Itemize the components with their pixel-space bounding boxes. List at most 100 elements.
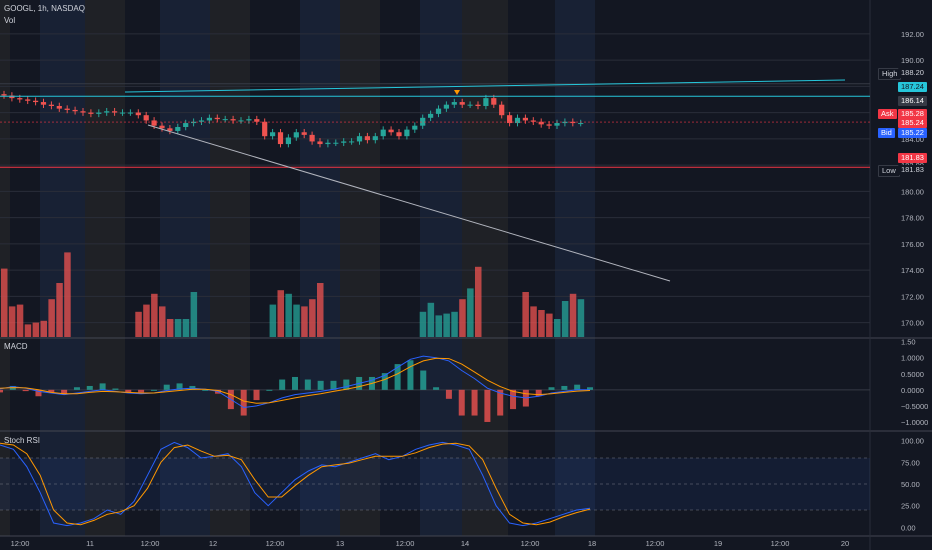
candle-body [356, 136, 363, 142]
price-tick-label: 184.00 [901, 135, 924, 144]
price-tick-label: 192.00 [901, 30, 924, 39]
session-band-4 [210, 0, 250, 536]
candle-body [230, 119, 236, 121]
candle-body [404, 129, 410, 137]
volume-bar [293, 304, 300, 337]
candle-body [198, 120, 205, 122]
volume-bar [159, 306, 166, 337]
candle-body [40, 102, 47, 105]
time-tick-label: 19 [714, 539, 722, 548]
mid-value-tag: 185.24 [898, 118, 927, 128]
macd-histogram-bar [253, 389, 260, 401]
volume-bar [182, 319, 190, 337]
time-tick-label: 12:00 [771, 539, 790, 548]
candle-body [88, 112, 94, 114]
time-tick-label: 13 [336, 539, 344, 548]
candle-body [499, 104, 505, 116]
candle-body [80, 111, 86, 113]
candle-body [277, 132, 284, 145]
volume-bar [577, 299, 585, 337]
high-tag-label: High [882, 69, 898, 78]
candle-body [1, 94, 7, 96]
time-tick-label: 12:00 [646, 539, 665, 548]
macd-tick-label: −0.5000 [901, 402, 928, 411]
macd-pane-label: MACD [4, 342, 28, 351]
volume-bar [435, 315, 442, 337]
candle-body [25, 99, 31, 101]
resistance-value-tag: 187.24 [898, 82, 927, 92]
candle-body [349, 141, 355, 143]
session-band-5 [300, 0, 340, 536]
macd-histogram-bar [445, 389, 452, 399]
volume-bar [32, 322, 40, 337]
macd-histogram-bar [138, 389, 145, 393]
candle-body [459, 102, 465, 105]
macd-histogram-bar [202, 389, 209, 391]
macd-histogram-bar [176, 383, 183, 390]
low-label-tag: Low [878, 165, 900, 177]
macd-histogram-bar [0, 389, 3, 393]
candle-body [317, 141, 323, 145]
volume-bar [546, 313, 553, 337]
macd-histogram-bar [497, 389, 504, 416]
candle-body [341, 141, 347, 143]
macd-histogram-bar [317, 380, 324, 390]
session-band-0 [0, 0, 10, 536]
price-tick-label: 170.00 [901, 319, 924, 328]
candle-body [48, 104, 54, 106]
candle-body [143, 115, 149, 121]
macd-histogram-bar [150, 389, 157, 391]
candle-body [206, 117, 212, 121]
macd-histogram-bar [61, 389, 68, 394]
time-tick-label: 12:00 [396, 539, 415, 548]
time-tick-label: 12 [209, 539, 217, 548]
volume-bar [48, 299, 55, 337]
time-tick-label: 12:00 [266, 539, 285, 548]
price-tick-label: 190.00 [901, 56, 924, 65]
candle-body [270, 132, 276, 137]
macd-histogram-bar [561, 385, 568, 390]
volume-bar [427, 302, 435, 337]
volume-bar [135, 311, 142, 337]
stoch-tick-label: 75.00 [901, 458, 920, 467]
candle-body [570, 121, 576, 124]
time-tick-label: 12:00 [141, 539, 160, 548]
high-value-tag: 188.20 [898, 68, 927, 78]
time-tick-label: 12:00 [521, 539, 540, 548]
volume-bar [151, 293, 158, 337]
volume-bar [64, 252, 71, 337]
candle-body [554, 123, 560, 126]
candle-body [183, 123, 189, 127]
volume-bar [56, 283, 63, 337]
volume-bar [443, 313, 450, 337]
volume-bar [277, 290, 284, 337]
candle-body [491, 98, 497, 105]
candle-body [309, 134, 315, 142]
macd-histogram-bar [433, 387, 440, 390]
macd-histogram-bar [112, 388, 119, 390]
candle-body [333, 142, 339, 144]
bid-value-tag: 185.22 [898, 128, 927, 138]
candle-body [112, 111, 118, 113]
volume-bar [24, 324, 32, 337]
macd-histogram-bar [471, 389, 478, 416]
volume-bar [530, 306, 537, 337]
session-band-2 [85, 0, 125, 536]
price-tick-label: 172.00 [901, 292, 924, 301]
candle-body [412, 125, 418, 130]
descending-trendline [147, 124, 671, 282]
candle-body [380, 129, 386, 137]
volume-bar [16, 304, 24, 337]
volume-bar [143, 304, 150, 337]
stoch-tick-label: 100.00 [901, 437, 924, 446]
candle-body [56, 106, 62, 109]
stoch-tick-label: 25.00 [901, 502, 920, 511]
macd-histogram-bar [381, 373, 388, 390]
candle-body [507, 115, 513, 124]
candle-body [64, 108, 70, 110]
macd-histogram-bar [330, 380, 337, 390]
time-tick-label: 11 [86, 539, 94, 548]
price-tick-label: 178.00 [901, 214, 924, 223]
